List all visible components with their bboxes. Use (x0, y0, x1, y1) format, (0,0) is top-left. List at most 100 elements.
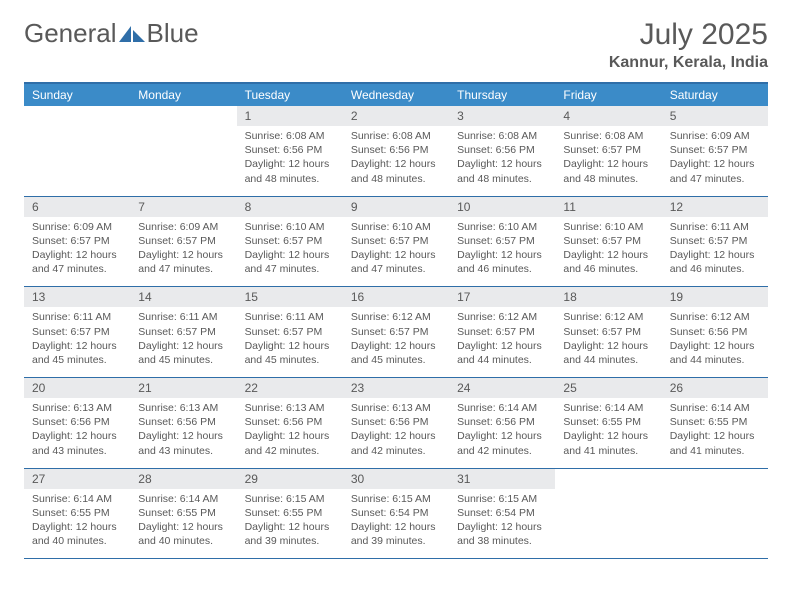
weekday-header: Friday (555, 84, 661, 106)
day-number: 27 (24, 469, 130, 489)
day-number: 7 (130, 197, 236, 217)
weekday-header: Thursday (449, 84, 555, 106)
calendar-cell: 29Sunrise: 6:15 AMSunset: 6:55 PMDayligh… (237, 468, 343, 559)
day-number: 2 (343, 106, 449, 126)
calendar-cell: 23Sunrise: 6:13 AMSunset: 6:56 PMDayligh… (343, 378, 449, 469)
calendar-cell: 22Sunrise: 6:13 AMSunset: 6:56 PMDayligh… (237, 378, 343, 469)
day-body: Sunrise: 6:09 AMSunset: 6:57 PMDaylight:… (130, 217, 236, 287)
calendar-cell: 10Sunrise: 6:10 AMSunset: 6:57 PMDayligh… (449, 196, 555, 287)
calendar-row: 27Sunrise: 6:14 AMSunset: 6:55 PMDayligh… (24, 468, 768, 559)
day-body: Sunrise: 6:08 AMSunset: 6:57 PMDaylight:… (555, 126, 661, 196)
day-number: 30 (343, 469, 449, 489)
day-body: Sunrise: 6:11 AMSunset: 6:57 PMDaylight:… (24, 307, 130, 377)
calendar-cell: 16Sunrise: 6:12 AMSunset: 6:57 PMDayligh… (343, 287, 449, 378)
calendar-body: 1Sunrise: 6:08 AMSunset: 6:56 PMDaylight… (24, 106, 768, 559)
day-body: Sunrise: 6:10 AMSunset: 6:57 PMDaylight:… (343, 217, 449, 287)
day-body: Sunrise: 6:12 AMSunset: 6:56 PMDaylight:… (662, 307, 768, 377)
day-number: 5 (662, 106, 768, 126)
day-number: 13 (24, 287, 130, 307)
day-number: 15 (237, 287, 343, 307)
calendar-cell: 25Sunrise: 6:14 AMSunset: 6:55 PMDayligh… (555, 378, 661, 469)
calendar-cell: 3Sunrise: 6:08 AMSunset: 6:56 PMDaylight… (449, 106, 555, 196)
brand-text-1: General (24, 18, 117, 49)
calendar-row: 13Sunrise: 6:11 AMSunset: 6:57 PMDayligh… (24, 287, 768, 378)
calendar-cell: 2Sunrise: 6:08 AMSunset: 6:56 PMDaylight… (343, 106, 449, 196)
day-body: Sunrise: 6:14 AMSunset: 6:55 PMDaylight:… (130, 489, 236, 559)
calendar-row: 20Sunrise: 6:13 AMSunset: 6:56 PMDayligh… (24, 378, 768, 469)
calendar-cell: 13Sunrise: 6:11 AMSunset: 6:57 PMDayligh… (24, 287, 130, 378)
day-body: Sunrise: 6:14 AMSunset: 6:55 PMDaylight:… (555, 398, 661, 468)
day-number: 29 (237, 469, 343, 489)
day-body: Sunrise: 6:11 AMSunset: 6:57 PMDaylight:… (130, 307, 236, 377)
day-body: Sunrise: 6:12 AMSunset: 6:57 PMDaylight:… (449, 307, 555, 377)
calendar-cell: 5Sunrise: 6:09 AMSunset: 6:57 PMDaylight… (662, 106, 768, 196)
day-body: Sunrise: 6:10 AMSunset: 6:57 PMDaylight:… (237, 217, 343, 287)
day-number: 24 (449, 378, 555, 398)
calendar-cell: 11Sunrise: 6:10 AMSunset: 6:57 PMDayligh… (555, 196, 661, 287)
location-label: Kannur, Kerala, India (609, 54, 768, 72)
calendar-cell: 20Sunrise: 6:13 AMSunset: 6:56 PMDayligh… (24, 378, 130, 469)
calendar-table: SundayMondayTuesdayWednesdayThursdayFrid… (24, 84, 768, 559)
calendar-cell: 14Sunrise: 6:11 AMSunset: 6:57 PMDayligh… (130, 287, 236, 378)
day-body: Sunrise: 6:13 AMSunset: 6:56 PMDaylight:… (24, 398, 130, 468)
header: General Blue July 2025 Kannur, Kerala, I… (24, 18, 768, 72)
calendar-cell: 8Sunrise: 6:10 AMSunset: 6:57 PMDaylight… (237, 196, 343, 287)
calendar-cell-empty (662, 468, 768, 559)
weekday-header: Sunday (24, 84, 130, 106)
day-number: 21 (130, 378, 236, 398)
day-number: 14 (130, 287, 236, 307)
day-body: Sunrise: 6:13 AMSunset: 6:56 PMDaylight:… (343, 398, 449, 468)
calendar-cell: 1Sunrise: 6:08 AMSunset: 6:56 PMDaylight… (237, 106, 343, 196)
day-number: 9 (343, 197, 449, 217)
brand-logo: General Blue (24, 18, 199, 49)
calendar-cell: 30Sunrise: 6:15 AMSunset: 6:54 PMDayligh… (343, 468, 449, 559)
day-number: 18 (555, 287, 661, 307)
day-body: Sunrise: 6:14 AMSunset: 6:55 PMDaylight:… (24, 489, 130, 559)
calendar-cell-empty (130, 106, 236, 196)
calendar-cell: 7Sunrise: 6:09 AMSunset: 6:57 PMDaylight… (130, 196, 236, 287)
calendar-cell: 18Sunrise: 6:12 AMSunset: 6:57 PMDayligh… (555, 287, 661, 378)
day-number: 22 (237, 378, 343, 398)
weekday-header: Saturday (662, 84, 768, 106)
sail-icon (119, 24, 145, 44)
day-body: Sunrise: 6:15 AMSunset: 6:55 PMDaylight:… (237, 489, 343, 559)
day-number: 20 (24, 378, 130, 398)
calendar-cell: 27Sunrise: 6:14 AMSunset: 6:55 PMDayligh… (24, 468, 130, 559)
day-body: Sunrise: 6:08 AMSunset: 6:56 PMDaylight:… (449, 126, 555, 196)
day-number: 4 (555, 106, 661, 126)
day-body: Sunrise: 6:11 AMSunset: 6:57 PMDaylight:… (662, 217, 768, 287)
calendar-cell: 26Sunrise: 6:14 AMSunset: 6:55 PMDayligh… (662, 378, 768, 469)
day-number: 28 (130, 469, 236, 489)
day-body: Sunrise: 6:09 AMSunset: 6:57 PMDaylight:… (24, 217, 130, 287)
day-number: 16 (343, 287, 449, 307)
day-number: 6 (24, 197, 130, 217)
day-number: 17 (449, 287, 555, 307)
day-body: Sunrise: 6:13 AMSunset: 6:56 PMDaylight:… (237, 398, 343, 468)
calendar-cell: 31Sunrise: 6:15 AMSunset: 6:54 PMDayligh… (449, 468, 555, 559)
day-number: 8 (237, 197, 343, 217)
day-number: 26 (662, 378, 768, 398)
calendar-row: 6Sunrise: 6:09 AMSunset: 6:57 PMDaylight… (24, 196, 768, 287)
day-body: Sunrise: 6:10 AMSunset: 6:57 PMDaylight:… (449, 217, 555, 287)
calendar-cell-empty (555, 468, 661, 559)
day-body: Sunrise: 6:15 AMSunset: 6:54 PMDaylight:… (449, 489, 555, 559)
day-body: Sunrise: 6:11 AMSunset: 6:57 PMDaylight:… (237, 307, 343, 377)
day-body: Sunrise: 6:12 AMSunset: 6:57 PMDaylight:… (343, 307, 449, 377)
brand-text-2: Blue (147, 18, 199, 49)
day-body: Sunrise: 6:10 AMSunset: 6:57 PMDaylight:… (555, 217, 661, 287)
day-number: 11 (555, 197, 661, 217)
month-title: July 2025 (609, 18, 768, 52)
day-body: Sunrise: 6:14 AMSunset: 6:55 PMDaylight:… (662, 398, 768, 468)
calendar-cell: 19Sunrise: 6:12 AMSunset: 6:56 PMDayligh… (662, 287, 768, 378)
day-number: 31 (449, 469, 555, 489)
day-number: 3 (449, 106, 555, 126)
weekday-header-row: SundayMondayTuesdayWednesdayThursdayFrid… (24, 84, 768, 106)
day-number: 25 (555, 378, 661, 398)
day-body: Sunrise: 6:09 AMSunset: 6:57 PMDaylight:… (662, 126, 768, 196)
day-body: Sunrise: 6:08 AMSunset: 6:56 PMDaylight:… (237, 126, 343, 196)
calendar-cell: 9Sunrise: 6:10 AMSunset: 6:57 PMDaylight… (343, 196, 449, 287)
day-body: Sunrise: 6:14 AMSunset: 6:56 PMDaylight:… (449, 398, 555, 468)
calendar-row: 1Sunrise: 6:08 AMSunset: 6:56 PMDaylight… (24, 106, 768, 196)
calendar-cell: 24Sunrise: 6:14 AMSunset: 6:56 PMDayligh… (449, 378, 555, 469)
calendar-cell: 6Sunrise: 6:09 AMSunset: 6:57 PMDaylight… (24, 196, 130, 287)
